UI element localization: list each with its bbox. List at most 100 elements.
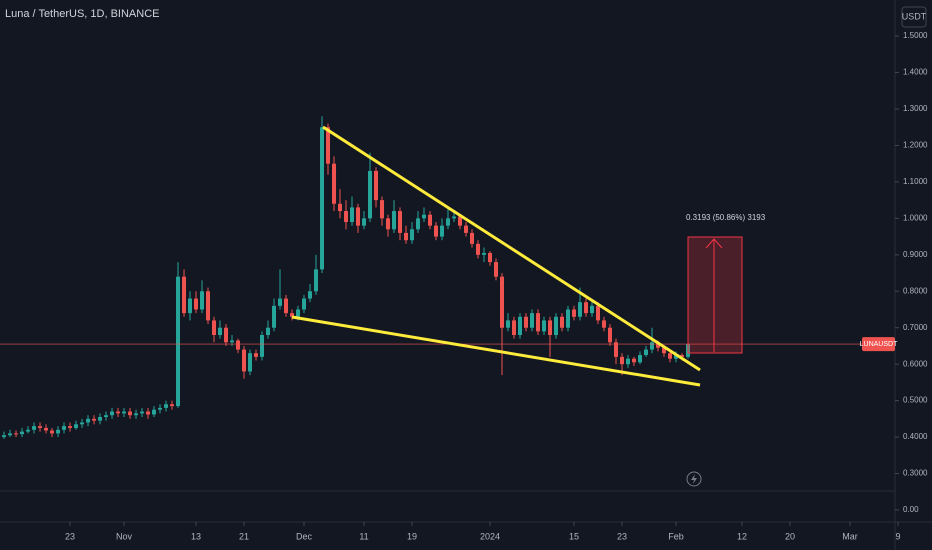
candle-body [176, 276, 181, 407]
candle-body [404, 232, 409, 241]
candle-body [356, 207, 361, 226]
candle-body [182, 276, 187, 314]
candle-body [338, 203, 343, 212]
candle-body [8, 433, 13, 436]
lightning-bolt [691, 474, 697, 484]
candle-body [608, 327, 613, 343]
candle-body [296, 309, 301, 317]
measure-arrowhead [705, 238, 723, 249]
y-tick-label: 0.4000 [903, 432, 928, 441]
candle-body [572, 309, 577, 317]
candle-body [344, 211, 349, 222]
symbol-tag [862, 337, 895, 352]
candle-body [512, 320, 517, 335]
candle-body [218, 327, 223, 335]
y-tick-label: 1.5000 [903, 31, 928, 40]
candle-body [314, 269, 319, 292]
candle-body [32, 426, 37, 430]
candle-body [380, 200, 385, 219]
trend-line [322, 125, 701, 372]
candle-body [626, 358, 631, 365]
measure-label: 0.3193 (50.86%) 3193 [686, 213, 766, 222]
candle-body [224, 327, 229, 343]
candle-body [212, 320, 217, 335]
plot [0, 116, 895, 439]
candle-body [44, 427, 49, 431]
candle-body [104, 415, 109, 418]
candle-body [548, 320, 553, 335]
candle-body [158, 407, 163, 410]
candle-body [656, 342, 661, 348]
y-tick-label: 1.4000 [903, 68, 928, 77]
candle-body [50, 430, 55, 434]
y-tick-label: 0.8000 [903, 286, 928, 295]
candle-body [332, 163, 337, 204]
candle-body [506, 320, 511, 328]
candle-body [560, 316, 565, 328]
candle-body [86, 418, 91, 423]
candle-body [260, 334, 265, 357]
candle-body [128, 411, 133, 416]
candle-body [170, 404, 175, 407]
symbol-label: LUNAUSDT [860, 341, 898, 348]
candle-body [638, 355, 643, 363]
candle-body [422, 214, 427, 219]
candle-body [494, 262, 499, 277]
y-tick-label: 1.0000 [903, 213, 928, 222]
candle-body [464, 225, 469, 233]
candle-body [140, 411, 145, 414]
candle-body [536, 313, 541, 332]
y-tick-label: 0.7000 [903, 323, 928, 332]
x-tick-label: 9 [895, 531, 900, 541]
candle-body [392, 211, 397, 230]
candle-body [416, 218, 421, 230]
candle-body [644, 349, 649, 356]
y-tick-label: 1.3000 [903, 104, 928, 113]
candle-body [134, 413, 139, 416]
candle-body [500, 276, 505, 328]
currency-box[interactable] [901, 6, 927, 28]
candle-body [674, 355, 679, 359]
currency: USDT [902, 11, 927, 21]
lightning-icon[interactable] [686, 471, 702, 487]
x-tick-label: 12 [737, 531, 747, 541]
candle-body [530, 313, 535, 328]
x-tick-label: 11 [359, 531, 368, 541]
candle-body [278, 298, 283, 306]
candle-body [188, 298, 193, 314]
candle-body [320, 127, 325, 270]
candle-body [266, 327, 271, 335]
candle-body [680, 355, 685, 357]
candle-body [110, 411, 115, 416]
candle-body [488, 252, 493, 263]
x-tick-label: 20 [785, 531, 795, 541]
x-tick-label: 23 [617, 531, 627, 541]
y-tick-label: 1.2000 [903, 141, 928, 150]
x-tick-label: Nov [116, 531, 133, 541]
candle-body [74, 424, 79, 428]
candle-body [476, 243, 481, 255]
candle-body [602, 320, 607, 328]
candle-body [614, 342, 619, 357]
candle-body [194, 298, 199, 310]
x-tick-label: Feb [668, 531, 684, 541]
candle-body [362, 218, 367, 226]
y-tick-label: 0.6000 [903, 359, 928, 368]
candle-body [62, 426, 67, 430]
candle-body [434, 225, 439, 237]
candle-body [20, 431, 25, 435]
candle-body [596, 305, 601, 321]
candle-body [56, 429, 61, 434]
candle-body [254, 353, 259, 357]
candle-body [272, 305, 277, 328]
candle-body [446, 218, 451, 226]
candle-body [236, 340, 241, 350]
y-tick-label: 0.9000 [903, 250, 928, 259]
candle-body [164, 404, 169, 408]
measure-box [687, 236, 743, 354]
candle-body [590, 305, 595, 314]
candle-body [374, 170, 379, 201]
candle-body [152, 409, 157, 415]
candle-body [92, 418, 97, 421]
